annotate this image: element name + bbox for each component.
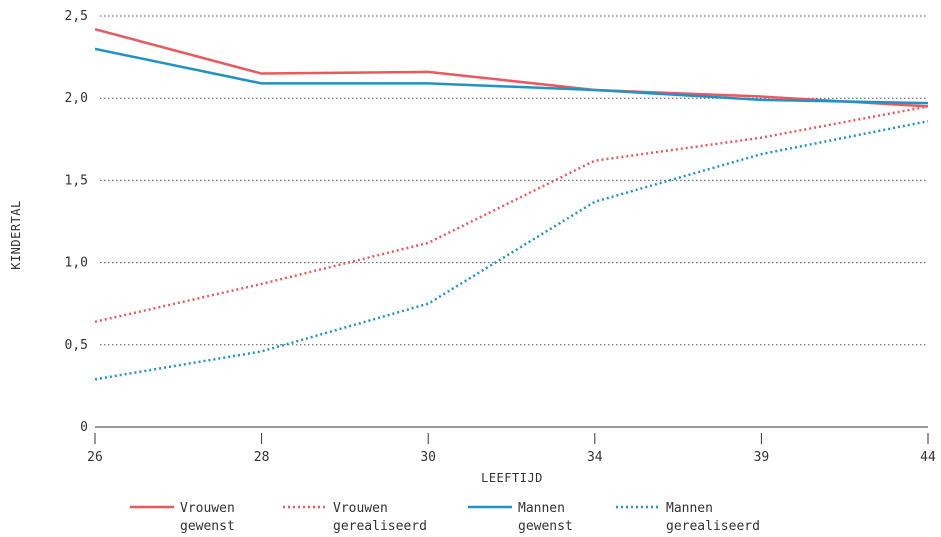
y-axis-title: KINDERTAL [9,200,23,270]
series-line [94,47,929,105]
x-axis-title: LEEFTIJD [481,471,543,485]
x-tick-label: 26 [87,450,103,465]
legend-label: Vrouwen [180,501,235,516]
series-lines [94,27,929,381]
legend-label: gewenst [518,519,573,534]
x-tick-label: 30 [420,450,436,465]
series-line [94,105,929,324]
x-tick-label: 34 [587,450,603,465]
legend-label: gerealiseerd [666,519,760,534]
legend-label: Vrouwen [333,501,388,516]
y-tick-label: 0,5 [65,338,88,353]
legend-label: gerealiseerd [333,519,427,534]
legend-label: Mannen [666,501,713,516]
legend-label: Mannen [518,501,565,516]
legend: Vrouwen gewenst Vrouwen gerealiseerd Mannen g… [130,501,760,534]
x-tick-label: 44 [920,450,936,465]
y-tick-label: 0 [80,420,88,435]
y-tick-label: 2,5 [65,9,88,24]
grid-lines [100,15,928,346]
y-tick-label: 1,0 [65,256,88,271]
x-axis: 26 28 30 34 39 44 [87,426,936,465]
x-tick-label: 39 [754,450,770,465]
series-line [94,27,929,108]
series-line [94,119,929,381]
x-tick-label: 28 [254,450,270,465]
legend-label: gewenst [180,519,235,534]
y-axis-ticks: 0 0,5 1,0 1,5 2,0 2,5 [65,9,88,435]
y-tick-label: 2,0 [65,91,88,106]
y-tick-label: 1,5 [65,173,88,188]
